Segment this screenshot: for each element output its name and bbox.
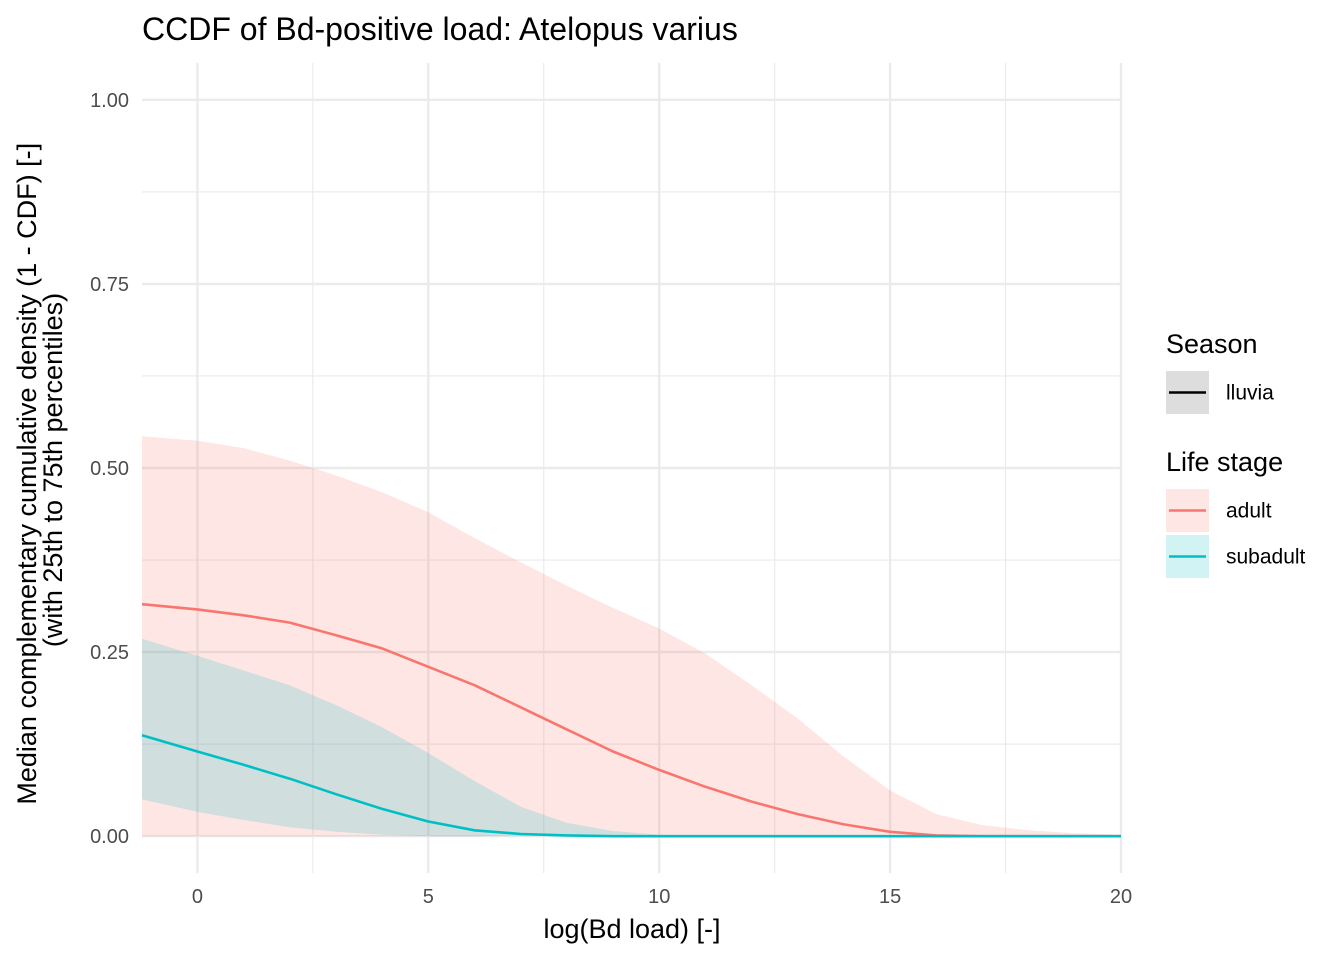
y-tick-labels: 0.00 0.25 0.50 0.75 1.00: [90, 90, 129, 848]
legend-label-lluvia: lluvia: [1226, 382, 1274, 405]
ribbon-subadult: [142, 638, 1121, 837]
x-tick-label: 20: [1110, 886, 1132, 908]
legend-title: Life stage: [1166, 447, 1283, 477]
ribbon-adult: [142, 436, 1121, 837]
legend: Season lluvia Life stage adult subadult: [1166, 329, 1306, 578]
legend-title: Season: [1166, 329, 1258, 359]
y-tick-label: 1.00: [90, 90, 129, 112]
median-line-layer: [141, 602, 1121, 838]
x-tick-label: 0: [192, 886, 203, 908]
legend-label-adult: adult: [1226, 500, 1272, 523]
x-tick-label: 15: [879, 886, 901, 908]
y-tick-label: 0.00: [90, 826, 129, 848]
x-tick-labels: 0 5 10 15 20: [192, 886, 1132, 908]
legend-label-subadult: subadult: [1226, 546, 1306, 569]
median-line-subadult: [141, 734, 1121, 838]
y-tick-label: 0.25: [90, 642, 129, 664]
y-axis-title-line-1: Median complementary cumulative density …: [12, 143, 42, 805]
x-tick-label: 10: [648, 886, 670, 908]
x-tick-label: 5: [423, 886, 434, 908]
x-axis-title: log(Bd load) [-]: [543, 914, 720, 944]
chart-title: CCDF of Bd-positive load: Atelopus variu…: [142, 11, 738, 47]
y-axis-title-line-2: (with 25th to 75th percentiles): [38, 293, 68, 647]
y-axis-title: Median complementary cumulative density …: [12, 135, 68, 804]
ribbon-layer: [142, 436, 1121, 837]
y-tick-label: 0.75: [90, 274, 129, 296]
y-tick-label: 0.50: [90, 458, 129, 480]
grid-layer: [142, 63, 1123, 873]
